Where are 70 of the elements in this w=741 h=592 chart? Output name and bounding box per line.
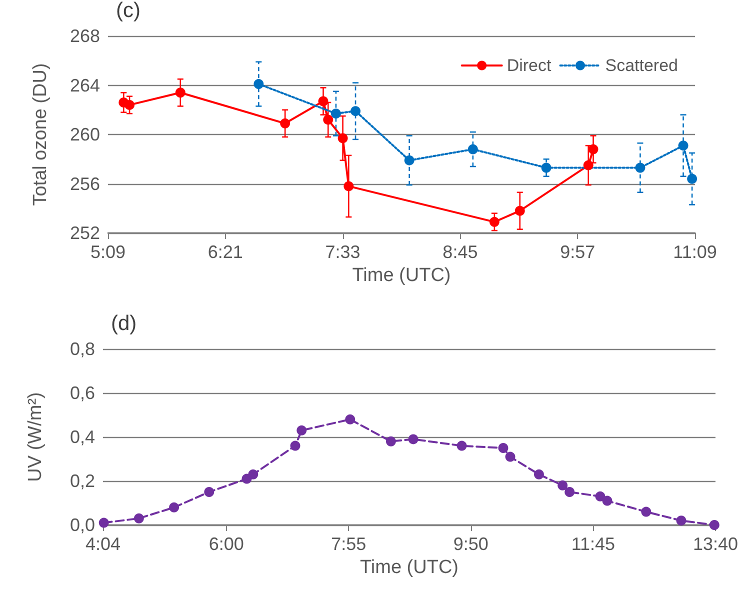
point: [678, 140, 688, 151]
point: [498, 443, 508, 453]
point: [602, 496, 612, 506]
point: [98, 518, 109, 528]
point: [468, 144, 478, 154]
x-tick-label: 9:50: [453, 534, 488, 554]
x-tick-label: 6:21: [208, 242, 243, 262]
point: [323, 114, 334, 125]
point: [248, 469, 258, 480]
point: [641, 506, 652, 517]
x-tick-label: 6:00: [208, 534, 244, 554]
x-axis-title: Time (UTC): [352, 265, 451, 286]
point: [541, 162, 552, 173]
point: [124, 100, 135, 110]
y-axis-title: UV (W/m²): [25, 392, 46, 482]
text: (c): [116, 0, 140, 22]
point: [318, 96, 328, 106]
x-tick-label: 7:55: [331, 534, 366, 554]
point: [175, 88, 186, 98]
y-tick-label: 256: [70, 174, 100, 194]
point: [564, 487, 575, 497]
legend-label: Scattered: [605, 56, 678, 75]
point: [595, 491, 606, 502]
point: [350, 106, 361, 116]
y-tick-label: 268: [70, 26, 100, 46]
point: [290, 440, 300, 451]
point: [254, 79, 264, 90]
point: [534, 469, 544, 480]
y-tick-label: 0,0: [70, 515, 95, 535]
point: [558, 480, 568, 490]
x-tick-label: 9:57: [560, 242, 596, 262]
point: [338, 133, 348, 144]
point: [514, 206, 525, 216]
point: [204, 487, 214, 497]
point: [280, 118, 290, 128]
point: [676, 516, 686, 526]
point: [296, 425, 307, 436]
x-axis-title: Time (UTC): [360, 557, 458, 578]
point: [404, 155, 414, 166]
x-tick-label: 7:33: [325, 242, 360, 262]
point: [588, 144, 598, 154]
y-tick-label: 0,6: [70, 383, 95, 403]
point: [386, 436, 396, 446]
point: [134, 513, 144, 524]
point: [169, 502, 180, 512]
y-tick-label: 0,8: [70, 339, 95, 359]
x-tick-label: 4:04: [85, 534, 121, 554]
point: [456, 440, 467, 451]
point: [635, 162, 646, 173]
y-tick-label: 252: [70, 223, 100, 243]
y-tick-label: 0,4: [70, 427, 95, 447]
point: [344, 181, 354, 192]
text: (d): [111, 312, 137, 335]
x-tick-label: 11:09: [673, 242, 717, 262]
point: [408, 434, 418, 444]
y-tick-label: 260: [70, 124, 100, 144]
point: [330, 108, 341, 119]
x-tick-label: 13:40: [692, 534, 738, 554]
y-axis-title: Total ozone (DU): [30, 63, 51, 206]
y-tick-label: 264: [70, 75, 100, 96]
point: [345, 414, 356, 424]
y-tick-label: 0,2: [70, 471, 95, 491]
point: [489, 216, 500, 227]
legend-label: Direct: [506, 56, 552, 75]
x-tick-label: 5:09: [90, 242, 126, 262]
point: [505, 452, 516, 462]
point: [687, 174, 698, 184]
x-tick-label: 11:45: [571, 534, 616, 554]
x-tick-label: 8:45: [442, 242, 478, 262]
point: [583, 160, 594, 170]
